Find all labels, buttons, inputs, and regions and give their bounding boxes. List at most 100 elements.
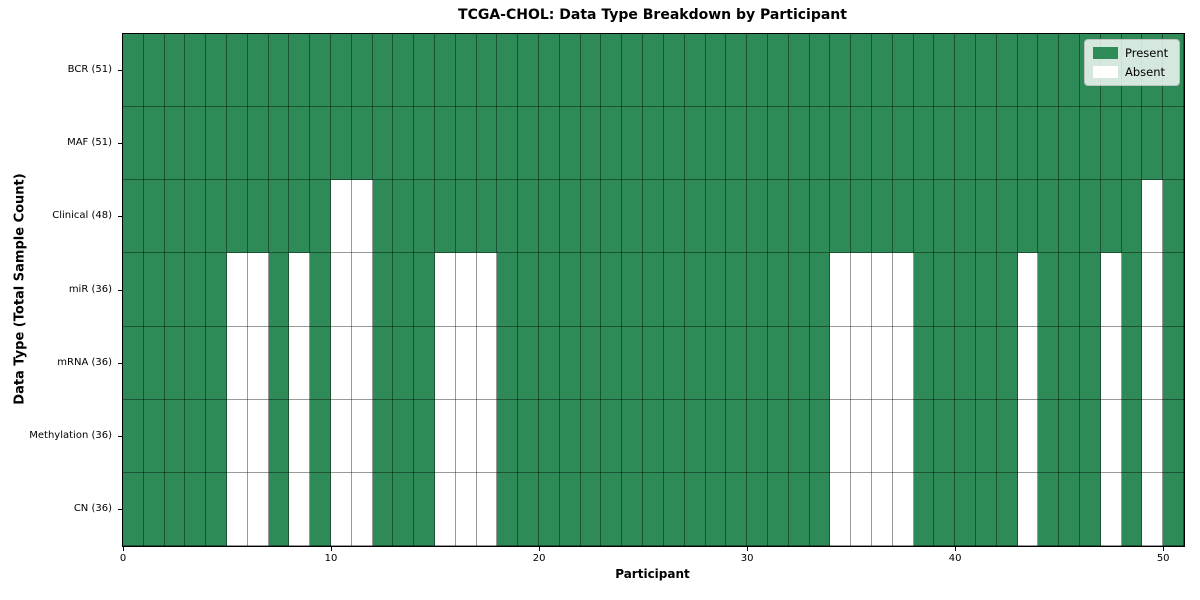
heatmap-cell [248, 473, 269, 546]
heatmap-cell [206, 473, 227, 546]
heatmap-cell [934, 34, 955, 107]
heatmap-cell [1163, 473, 1184, 546]
heatmap-cell [976, 327, 997, 400]
heatmap-cell [789, 107, 810, 180]
heatmap-cell [1142, 107, 1163, 180]
heatmap-cell [206, 253, 227, 327]
heatmap-cell [768, 180, 789, 253]
heatmap-cell [1059, 253, 1080, 327]
heatmap-cell [560, 327, 581, 400]
heatmap-cell [1122, 107, 1142, 180]
heatmap-cell [435, 253, 456, 327]
heatmap-cell [1122, 180, 1142, 253]
heatmap-cell [185, 327, 206, 400]
heatmap-cell [706, 473, 726, 546]
heatmap-cell [248, 253, 269, 327]
heatmap-cell [830, 473, 851, 546]
heatmap-cell [893, 473, 914, 546]
heatmap-cell [352, 107, 373, 180]
heatmap-cell [685, 253, 706, 327]
x-tick-label: 20 [532, 553, 546, 564]
heatmap-cell [1101, 253, 1122, 327]
heatmap-cell [747, 400, 768, 473]
heatmap-cell [1059, 180, 1080, 253]
heatmap-cell [581, 400, 601, 473]
heatmap-cell [622, 327, 643, 400]
heatmap-cell [185, 473, 206, 546]
heatmap-cell [518, 473, 539, 546]
heatmap-cell [227, 180, 248, 253]
heatmap-cell [1059, 107, 1080, 180]
heatmap-cell [123, 180, 144, 253]
heatmap-cell [581, 34, 601, 107]
heatmap-cell [581, 473, 601, 546]
heatmap-cell [830, 107, 851, 180]
heatmap-cell [685, 34, 706, 107]
heatmap-cell [726, 253, 747, 327]
heatmap-cell [144, 327, 165, 400]
heatmap-cell [518, 400, 539, 473]
heatmap-cell [997, 180, 1018, 253]
heatmap-cell [497, 473, 518, 546]
heatmap-cell [1101, 327, 1122, 400]
heatmap-cell [289, 253, 310, 327]
heatmap-cell [310, 327, 331, 400]
heatmap-cell [976, 107, 997, 180]
y-tick-label: Clinical (48) [52, 210, 112, 222]
heatmap-cell [165, 180, 185, 253]
heatmap-cell [955, 107, 976, 180]
heatmap-cell [165, 253, 185, 327]
heatmap-cell [1018, 34, 1038, 107]
heatmap-cell [997, 34, 1018, 107]
heatmap-cell [601, 473, 622, 546]
heatmap-cell [269, 253, 289, 327]
heatmap-cell [768, 473, 789, 546]
heatmap-cell [144, 400, 165, 473]
heatmap-cell [144, 34, 165, 107]
heatmap-cell [165, 107, 185, 180]
heatmap-cell [560, 107, 581, 180]
heatmap-cell [373, 253, 393, 327]
heatmap-cell [976, 473, 997, 546]
heatmap-cell [185, 253, 206, 327]
heatmap-cell [123, 473, 144, 546]
heatmap-cell [206, 180, 227, 253]
heatmap-cell [1142, 253, 1163, 327]
heatmap-cell [269, 107, 289, 180]
heatmap-cell [289, 107, 310, 180]
heatmap-cell [477, 327, 497, 400]
y-tick-label: MAF (51) [67, 137, 112, 149]
heatmap-cell [643, 253, 664, 327]
heatmap-cell [976, 253, 997, 327]
heatmap-cell [414, 253, 435, 327]
heatmap-cell [539, 400, 560, 473]
heatmap-cell [373, 34, 393, 107]
heatmap-cell [1018, 400, 1038, 473]
heatmap-cell [1101, 180, 1122, 253]
heatmap-cell [643, 180, 664, 253]
y-tick-label: Methylation (36) [29, 429, 112, 441]
heatmap-cell [310, 34, 331, 107]
heatmap-cell [872, 473, 893, 546]
heatmap-cell [269, 473, 289, 546]
heatmap-cell [331, 34, 352, 107]
heatmap-cell [726, 34, 747, 107]
heatmap-cell [810, 327, 830, 400]
heatmap-cell [914, 400, 934, 473]
heatmap-cell [497, 34, 518, 107]
heatmap-cell [830, 253, 851, 327]
heatmap-cell [810, 400, 830, 473]
x-tick-label: 0 [119, 553, 127, 564]
heatmap-cell [768, 400, 789, 473]
heatmap-cell [123, 107, 144, 180]
heatmap-cell [393, 327, 414, 400]
heatmap-cell [747, 327, 768, 400]
heatmap-cell [851, 400, 872, 473]
heatmap-cell [414, 327, 435, 400]
heatmap-cell [144, 107, 165, 180]
heatmap-cell [747, 473, 768, 546]
heatmap-cell [789, 180, 810, 253]
heatmap-cell [165, 327, 185, 400]
heatmap-cell [435, 34, 456, 107]
heatmap-cell [1122, 400, 1142, 473]
